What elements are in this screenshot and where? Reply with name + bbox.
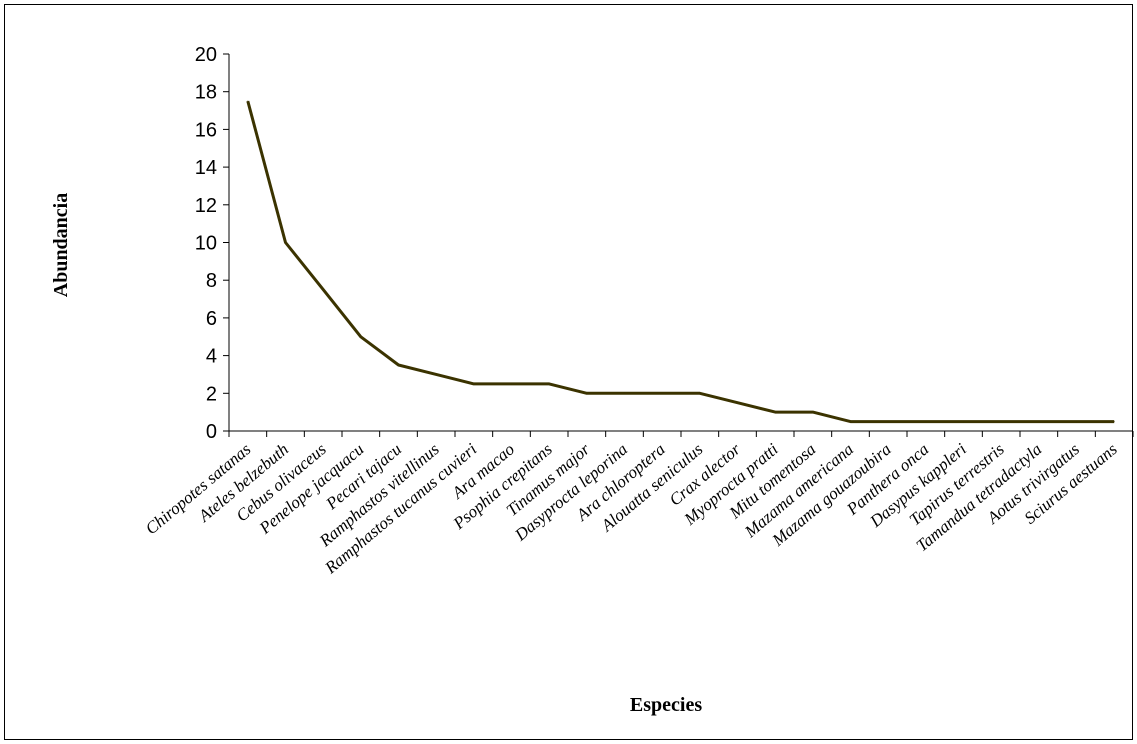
data-point (774, 411, 776, 413)
y-tick-label: 6 (206, 308, 217, 330)
y-tick-label: 16 (195, 119, 217, 141)
y-tick-label: 0 (206, 421, 217, 443)
data-point (322, 289, 324, 291)
series-line (246, 100, 1115, 424)
series-group (246, 100, 1115, 424)
data-point (1076, 421, 1077, 423)
y-axis: 0 2 4 6 8 10 12 14 16 18 20 (195, 44, 230, 443)
y-tick-label: 10 (195, 233, 217, 255)
data-point (661, 392, 663, 394)
data-point (586, 392, 588, 394)
data-point (963, 421, 964, 423)
y-tick-label: 20 (195, 44, 217, 66)
y-axis-title: Abundancia (50, 193, 72, 298)
y-tick-label: 8 (206, 270, 217, 292)
y-tick-label: 2 (206, 383, 217, 405)
data-point (247, 100, 249, 102)
line-chart: 0 2 4 6 8 10 12 14 16 18 20 Chiropotes satanasAtel… (50, 44, 1134, 716)
chart-frame: 0 2 4 6 8 10 12 14 16 18 20 Chiropotes satanas Atel… (4, 4, 1134, 740)
data-point (548, 383, 550, 385)
data-point (398, 364, 399, 366)
data-point (285, 242, 286, 243)
data-point (360, 336, 362, 338)
data-point (435, 373, 437, 375)
data-point (511, 383, 512, 385)
data-point (925, 421, 927, 423)
data-point (473, 383, 475, 385)
y-tick-label: 14 (195, 157, 217, 179)
data-point (624, 392, 625, 394)
data-point (812, 411, 814, 413)
data-point (887, 421, 889, 423)
data-point (1000, 421, 1002, 423)
y-tick-label: 18 (195, 82, 217, 104)
data-point (699, 392, 701, 394)
data-point (1038, 421, 1040, 423)
data-point (1113, 421, 1115, 423)
data-point (850, 421, 851, 423)
y-tick-label: 12 (195, 195, 217, 217)
data-point (737, 402, 738, 404)
x-axis-title: Especies (630, 694, 702, 716)
y-tick-label: 4 (206, 346, 217, 368)
